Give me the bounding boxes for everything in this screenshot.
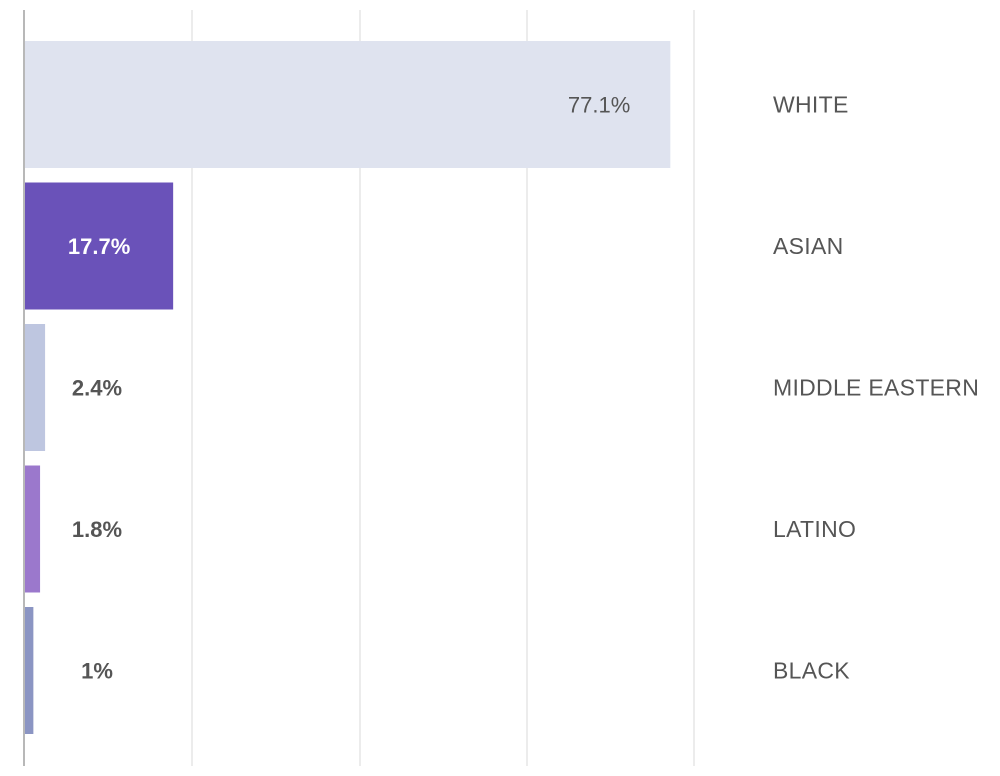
category-label-latino: LATINO <box>773 516 856 542</box>
value-label-white: 77.1% <box>568 93 630 118</box>
value-label-black: 1% <box>81 659 113 684</box>
bar-white <box>25 41 671 168</box>
value-labels: 77.1% 17.7% 2.4% 1.8% 1% <box>68 93 630 684</box>
category-label-asian: ASIAN <box>773 233 844 259</box>
bars <box>25 41 671 734</box>
bar-middle-eastern <box>25 324 46 451</box>
category-labels: WHITE ASIAN MIDDLE EASTERN LATINO BLACK <box>773 92 979 684</box>
category-label-middle-eastern: MIDDLE EASTERN <box>773 375 979 401</box>
value-label-latino: 1.8% <box>72 517 122 542</box>
value-label-middle-eastern: 2.4% <box>72 376 122 401</box>
category-label-black: BLACK <box>773 658 850 684</box>
value-label-asian: 17.7% <box>68 234 130 259</box>
category-label-white: WHITE <box>773 92 849 118</box>
bar-asian <box>25 182 174 310</box>
bar-latino <box>25 465 41 593</box>
bar-black <box>25 607 34 734</box>
